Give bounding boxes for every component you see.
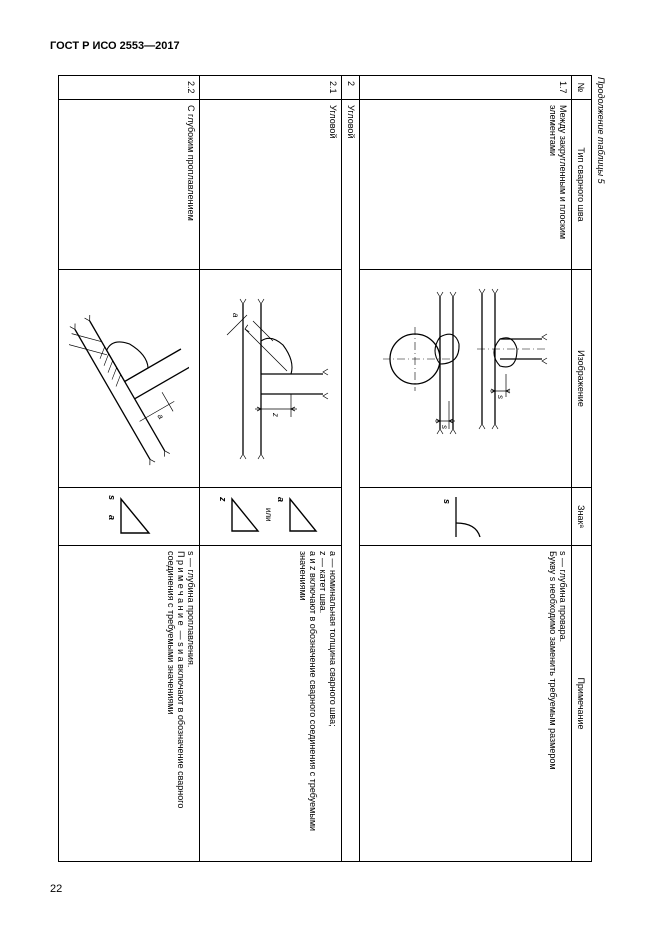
cell-num: 2.2 — [59, 76, 200, 100]
table-5: № Тип сварного шва Изображение Знакᵃ При… — [58, 75, 592, 862]
note-text: z — катет шва. — [318, 551, 328, 613]
cell-type: Угловой — [341, 100, 359, 862]
standard-code: ГОСТ Р ИСО 2553—2017 — [50, 40, 606, 52]
svg-text:a: a — [231, 313, 240, 318]
row-2.1: 2.1 Угловой — [200, 76, 341, 862]
diagram-2.2: s a — [69, 279, 189, 479]
symbol-2.1: a или z — [216, 493, 326, 543]
cell-image: a z — [200, 270, 341, 488]
hdr-note: Примечание — [572, 546, 592, 862]
cell-sign: s a — [59, 488, 200, 546]
svg-text:z: z — [271, 412, 280, 417]
symbol-2.2: s a — [101, 493, 157, 543]
hdr-sign: Знакᵃ — [572, 488, 592, 546]
note-text: s — глубина проплавления. — [186, 551, 196, 667]
cell-num: 2 — [341, 76, 359, 100]
cell-image: s — [359, 270, 571, 488]
row-2: 2 Угловой — [341, 76, 359, 862]
cell-sign: s — [359, 488, 571, 546]
row-2.2: 2.2 С глубоким проплавлением — [59, 76, 200, 862]
svg-text:s: s — [496, 395, 505, 399]
hdr-type: Тип сварного шва — [572, 100, 592, 270]
note-text: s — глубина провара. — [558, 551, 568, 642]
hdr-num: № — [572, 76, 592, 100]
svg-text:z: z — [218, 496, 228, 502]
cell-sign: a или z — [200, 488, 341, 546]
table-caption: Продолжение таблицы 5 — [596, 77, 606, 865]
note-text: a и z включают в обозначение сварного со… — [298, 551, 318, 831]
cell-type: Угловой — [200, 100, 341, 270]
diagram-1.7: s — [380, 279, 550, 479]
note-text: Букву s необходимо заменить требуемым ра… — [548, 551, 558, 770]
svg-text:a: a — [276, 497, 286, 502]
cell-type: С глубоким проплавлением — [59, 100, 200, 270]
cell-image: s a — [59, 270, 200, 488]
cell-type: Между закругленным и плоским элементами — [359, 100, 571, 270]
svg-text:s: s — [107, 495, 117, 500]
svg-text:s: s — [442, 499, 452, 504]
svg-text:s: s — [440, 425, 449, 429]
note-text: Примечание — [176, 551, 186, 628]
cell-num: 1.7 — [359, 76, 571, 100]
cell-note: a — номинальная толщина сварного шва; z … — [200, 546, 341, 862]
row-1.7: 1.7 Между закругленным и плоским элемент… — [359, 76, 571, 862]
cell-note: s — глубина проплавления. Примечание — s… — [59, 546, 200, 862]
cell-note: s — глубина провара. Букву s необходимо … — [359, 546, 571, 862]
svg-text:a: a — [107, 515, 117, 520]
diagram-2.1: a z — [211, 279, 331, 479]
table-header-row: № Тип сварного шва Изображение Знакᵃ При… — [572, 76, 592, 862]
svg-text:a: a — [156, 412, 166, 421]
page-number: 22 — [50, 883, 62, 895]
cell-num: 2.1 — [200, 76, 341, 100]
hdr-img: Изображение — [572, 270, 592, 488]
symbol-1.7: s — [440, 493, 490, 541]
note-text: a — номинальная толщина сварного шва; — [328, 551, 338, 727]
svg-text:или: или — [264, 508, 273, 522]
